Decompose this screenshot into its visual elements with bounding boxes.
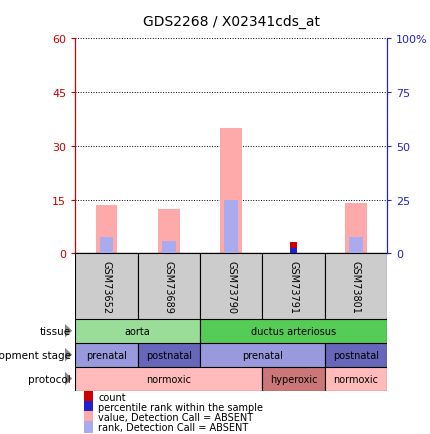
- Bar: [158, 209, 180, 254]
- Text: aorta: aorta: [125, 326, 150, 336]
- Text: postnatal: postnatal: [333, 350, 379, 360]
- Bar: [75, 319, 200, 343]
- Bar: [262, 367, 325, 391]
- Text: rank, Detection Call = ABSENT: rank, Detection Call = ABSENT: [98, 422, 249, 432]
- Bar: [345, 204, 367, 254]
- Bar: [325, 254, 387, 319]
- Text: GSM73801: GSM73801: [351, 260, 361, 313]
- Bar: [138, 254, 200, 319]
- Text: GDS2268 / X02341cds_at: GDS2268 / X02341cds_at: [143, 15, 319, 29]
- Bar: [100, 238, 113, 254]
- Text: percentile rank within the sample: percentile rank within the sample: [98, 402, 264, 412]
- Text: count: count: [98, 392, 126, 402]
- Text: GSM73791: GSM73791: [289, 260, 298, 313]
- Polygon shape: [64, 348, 72, 362]
- Bar: [325, 367, 387, 391]
- Text: value, Detection Call = ABSENT: value, Detection Call = ABSENT: [98, 412, 254, 422]
- Bar: [262, 254, 325, 319]
- Bar: [162, 241, 175, 254]
- Text: prenatal: prenatal: [242, 350, 283, 360]
- Text: normoxic: normoxic: [333, 374, 378, 384]
- Bar: [200, 319, 387, 343]
- Bar: [200, 343, 325, 367]
- Polygon shape: [64, 324, 72, 338]
- Bar: [220, 128, 242, 254]
- Text: normoxic: normoxic: [146, 374, 191, 384]
- Text: ductus arteriosus: ductus arteriosus: [251, 326, 336, 336]
- Bar: [290, 248, 297, 254]
- Bar: [138, 343, 200, 367]
- Bar: [75, 367, 262, 391]
- Bar: [95, 206, 117, 254]
- Bar: [75, 343, 138, 367]
- Text: tissue: tissue: [40, 326, 71, 336]
- Bar: [290, 243, 297, 254]
- Text: development stage: development stage: [0, 350, 71, 360]
- Text: prenatal: prenatal: [86, 350, 127, 360]
- Bar: [75, 254, 138, 319]
- Text: GSM73652: GSM73652: [101, 260, 111, 313]
- Bar: [349, 238, 362, 254]
- Text: hyperoxic: hyperoxic: [270, 374, 317, 384]
- Text: GSM73689: GSM73689: [164, 260, 174, 313]
- Polygon shape: [64, 372, 72, 386]
- Text: postnatal: postnatal: [146, 350, 192, 360]
- Text: GSM73790: GSM73790: [226, 260, 236, 313]
- Bar: [325, 343, 387, 367]
- Bar: [224, 200, 238, 254]
- Text: protocol: protocol: [28, 374, 71, 384]
- Bar: [200, 254, 262, 319]
